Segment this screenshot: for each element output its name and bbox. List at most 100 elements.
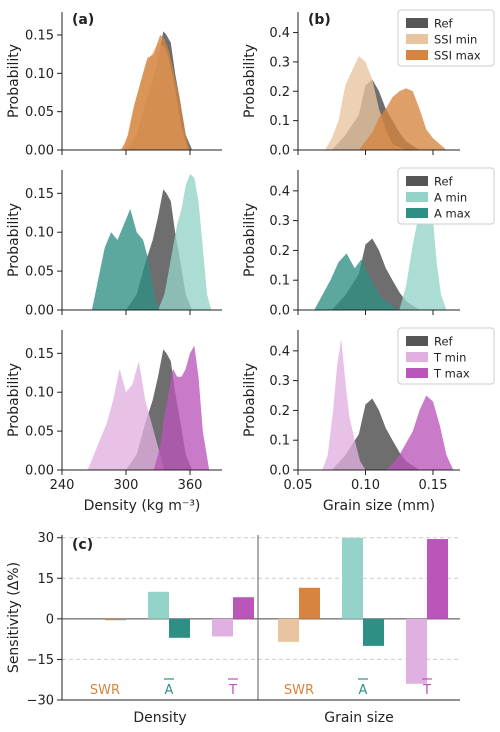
y-axis-label: Probability [6, 44, 22, 118]
legend-label: Ref [434, 17, 454, 31]
y-tick-label: 0.00 [25, 464, 54, 479]
legend-swatch [406, 18, 428, 28]
y-tick-label: 15 [37, 572, 54, 587]
legend-swatch [406, 336, 428, 346]
series-area-a-max [314, 253, 400, 310]
panel-label: (b) [308, 12, 331, 28]
histogram-panel-4: 0.0 0.1 0.2 0.3 0.4 Probability Ref A min A max [242, 167, 495, 319]
y-tick-label: −30 [27, 694, 54, 709]
y-tick-label: 0.10 [25, 386, 54, 401]
legend: Ref A min A max [397, 167, 495, 225]
y-tick-label: 0.4 [269, 26, 290, 41]
param-label-t: T [228, 683, 237, 698]
y-tick-label: 0.10 [25, 226, 54, 241]
y-tick-label: 0.15 [25, 187, 54, 202]
series-area-ssi-max [358, 88, 447, 150]
y-tick-label: 0.05 [25, 265, 54, 280]
y-tick-label: 0.00 [25, 304, 54, 319]
y-axis-label: Probability [242, 203, 258, 277]
legend-label: Ref [434, 175, 454, 189]
panel-label: (a) [72, 12, 94, 28]
x-axis-label: Density (kg m⁻³) [84, 498, 201, 514]
series-area-t-min [87, 361, 165, 470]
y-axis-label: Probability [6, 203, 22, 277]
legend-swatch [406, 176, 428, 186]
y-tick-label: 0.05 [25, 425, 54, 440]
bar-grain-size-a-max [363, 618, 384, 646]
legend-swatch [406, 50, 428, 60]
y-tick-label: 0.1 [269, 114, 290, 129]
legend-label: A min [434, 191, 467, 205]
y-axis-label: Probability [242, 44, 258, 118]
param-label-a: A [165, 683, 174, 698]
x-tick-label: 240 [50, 478, 75, 493]
y-tick-label: 0.0 [269, 144, 290, 159]
y-tick-label: 0.0 [269, 464, 290, 479]
y-tick-label: 0.00 [25, 144, 54, 159]
param-label-t: T [422, 683, 431, 698]
bar-grain-size-t-max [427, 539, 448, 619]
param-label-swr: SWR [90, 683, 120, 698]
y-tick-label: 0.15 [25, 347, 54, 362]
sensitivity-bar-panel: 30 15 0 −15 −30 SWR A T Density SWR A T Grain size Se… [6, 531, 460, 726]
y-tick-label: 0.2 [269, 85, 290, 100]
legend-swatch [406, 34, 428, 44]
histogram-panel-2: 0.0 0.1 0.2 0.3 0.4 Probability (b) Ref SSI min S… [242, 9, 495, 159]
y-tick-label: 0.3 [269, 55, 290, 70]
bar-density-a-max [169, 618, 190, 638]
panel-label: (c) [72, 537, 93, 553]
legend-label: SSI max [434, 49, 481, 63]
bar-density-a-min [148, 591, 169, 619]
y-tick-label: 0.2 [269, 244, 290, 259]
y-axis-label: Probability [6, 363, 22, 437]
y-axis-label: Probability [242, 363, 258, 437]
x-tick-label: 360 [178, 478, 203, 493]
histogram-panel-5: 0.00 0.05 0.10 0.15 240 300 360 Probability Dens… [6, 330, 222, 514]
bar-density-t-max [233, 597, 254, 619]
y-tick-label: 0.3 [269, 214, 290, 229]
series-area-t-max [153, 345, 210, 470]
bar-grain-size-a-min [342, 537, 363, 619]
legend-swatch [406, 368, 428, 378]
series-area-t-min [322, 338, 366, 470]
legend: Ref T min T max [397, 327, 495, 385]
legend-label: SSI min [434, 33, 477, 47]
x-tick-label: 0.10 [351, 478, 380, 493]
bar-density-t-min [212, 618, 233, 637]
legend-label: T max [433, 367, 470, 381]
y-tick-label: 0.0 [269, 304, 290, 319]
legend-swatch [406, 192, 428, 202]
legend-swatch [406, 208, 428, 218]
series-area-a-min [399, 181, 447, 310]
x-tick-label: 300 [114, 478, 139, 493]
y-tick-label: 0.05 [25, 105, 54, 120]
bar-density-swr-max [105, 618, 126, 621]
y-tick-label: 30 [37, 531, 54, 546]
y-tick-label: 0.15 [25, 29, 54, 44]
group-label: Grain size [324, 710, 394, 726]
bar-grain-size-t-min [406, 618, 427, 684]
y-tick-label: 0.1 [269, 434, 290, 449]
param-label-swr: SWR [284, 683, 314, 698]
y-axis-label: Sensitivity (Δ%) [6, 562, 22, 673]
series-area-ssi-min [325, 56, 406, 150]
legend-swatch [406, 352, 428, 362]
y-tick-label: 0.10 [25, 67, 54, 82]
series-area-t-max [385, 395, 454, 470]
y-tick-label: 0.3 [269, 374, 290, 389]
x-tick-label: 0.05 [284, 478, 313, 493]
series-area-a-min [158, 173, 212, 310]
bar-grain-size-swr-min [278, 618, 299, 642]
legend-label: A max [434, 207, 471, 221]
histogram-panel-6: 0.0 0.1 0.2 0.3 0.4 0.05 0.10 0.15 Probability Gr… [242, 327, 495, 514]
y-tick-label: 0.4 [269, 184, 290, 199]
y-tick-label: 0.1 [269, 274, 290, 289]
x-axis-label: Grain size (mm) [323, 498, 435, 514]
y-tick-label: 0.4 [269, 344, 290, 359]
bar-grain-size-swr-max [299, 587, 320, 619]
series-area-a-max [91, 208, 161, 310]
legend: Ref SSI min SSI max [397, 9, 495, 67]
legend-label: Ref [434, 335, 454, 349]
x-tick-label: 0.15 [419, 478, 448, 493]
